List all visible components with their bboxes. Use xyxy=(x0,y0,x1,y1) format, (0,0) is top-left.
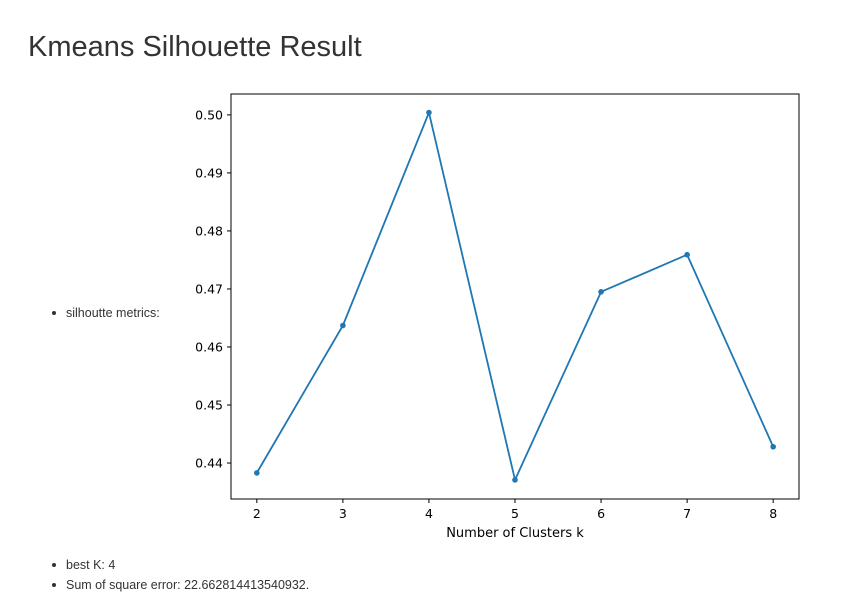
sse-result: Sum of square error: 22.662814413540932. xyxy=(52,578,309,592)
x-tick-label: 3 xyxy=(339,506,347,521)
y-tick-label: 0.47 xyxy=(195,281,223,296)
x-tick-label: 4 xyxy=(425,506,433,521)
data-point xyxy=(340,322,346,329)
best-k-result: best K: 4 xyxy=(52,558,115,572)
data-point xyxy=(426,109,432,116)
x-axis-label: Number of Clusters k xyxy=(446,526,584,541)
x-tick-label: 7 xyxy=(683,506,691,521)
plot-frame xyxy=(230,93,800,500)
y-tick-label: 0.49 xyxy=(195,165,223,180)
y-tick-label: 0.50 xyxy=(195,107,223,122)
data-point xyxy=(254,470,260,476)
metrics-label: silhoutte metrics: xyxy=(52,306,160,320)
x-tick-label: 6 xyxy=(597,506,605,521)
x-tick-label: 8 xyxy=(769,506,777,521)
x-tick-label: 5 xyxy=(511,506,519,521)
y-tick-label: 0.46 xyxy=(195,339,223,354)
y-tick-label: 0.48 xyxy=(195,223,223,238)
silhouette-series-line xyxy=(256,111,775,481)
data-point xyxy=(598,289,604,295)
y-tick-label: 0.45 xyxy=(195,398,223,413)
silhouette-chart: 2 3 4 5 6 7 8 0.44 0.45 0.46 0.47 0.48 0.49 0.50 Numb… xyxy=(195,93,800,541)
y-tick-label: 0.44 xyxy=(195,456,223,471)
page-title: Kmeans Silhouette Result xyxy=(28,31,362,63)
data-point xyxy=(512,477,518,483)
x-tick-label: 2 xyxy=(253,506,261,521)
data-point xyxy=(770,443,776,450)
data-point xyxy=(684,251,690,258)
